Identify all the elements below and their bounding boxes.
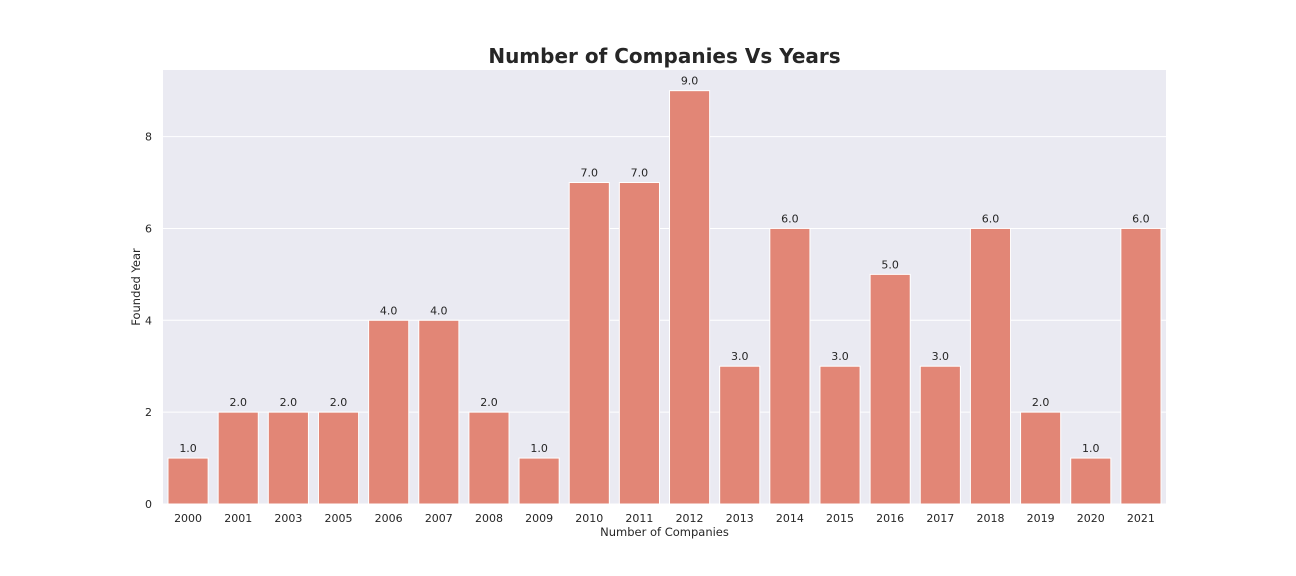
data-label-2003: 2.0 xyxy=(280,396,298,409)
data-label-2020: 1.0 xyxy=(1082,442,1100,455)
x-tick-label: 2021 xyxy=(1127,512,1155,525)
x-tick-label: 2017 xyxy=(926,512,954,525)
bar-2020 xyxy=(1070,457,1112,505)
y-tick-label: 6 xyxy=(145,222,152,235)
chart-title: Number of Companies Vs Years xyxy=(488,44,840,68)
x-tick-label: 2019 xyxy=(1027,512,1055,525)
x-tick-label: 2014 xyxy=(776,512,804,525)
y-tick-label: 2 xyxy=(145,406,152,419)
x-tick-label: 2012 xyxy=(676,512,704,525)
bar-2007 xyxy=(418,319,460,505)
x-tick-label: 2007 xyxy=(425,512,453,525)
bar-2001 xyxy=(217,411,259,505)
x-tick-label: 2005 xyxy=(325,512,353,525)
data-label-2007: 4.0 xyxy=(430,304,448,317)
bar-2015 xyxy=(819,365,861,505)
x-tick-label: 2006 xyxy=(375,512,403,525)
bar-2019 xyxy=(1020,411,1062,505)
x-tick-label: 2001 xyxy=(224,512,252,525)
data-label-2000: 1.0 xyxy=(179,442,197,455)
x-tick-label: 2008 xyxy=(475,512,503,525)
data-label-2008: 2.0 xyxy=(480,396,498,409)
bar-2018 xyxy=(969,227,1012,505)
data-label-2014: 6.0 xyxy=(781,212,799,225)
plot-area xyxy=(163,70,1166,504)
x-tick-label: 2010 xyxy=(575,512,603,525)
bar-2021 xyxy=(1120,227,1162,505)
data-label-2018: 6.0 xyxy=(982,212,1000,225)
data-label-2005: 2.0 xyxy=(330,396,348,409)
y-tick-labels: 0 2 4 6 8 xyxy=(145,131,152,511)
x-tick-label: 2011 xyxy=(625,512,653,525)
x-tick-label: 2009 xyxy=(525,512,553,525)
bar-2003 xyxy=(267,411,309,505)
bar-2017 xyxy=(919,365,961,505)
x-tick-label: 2003 xyxy=(274,512,302,525)
x-tick-label: 2013 xyxy=(726,512,754,525)
bar-2008 xyxy=(468,411,510,505)
x-axis-label: Number of Companies xyxy=(600,525,729,539)
data-label-2001: 2.0 xyxy=(229,396,247,409)
x-tick-label: 2015 xyxy=(826,512,854,525)
bar-2009 xyxy=(518,457,560,505)
data-label-2015: 3.0 xyxy=(831,350,849,363)
x-tick-labels: 2000 2001 2003 2005 2006 2007 2008 2009 2010 2011… xyxy=(174,512,1155,525)
y-tick-label: 4 xyxy=(145,314,152,327)
bar-2000 xyxy=(167,457,209,505)
x-tick-label: 2018 xyxy=(976,512,1004,525)
x-tick-label: 2020 xyxy=(1077,512,1105,525)
data-label-2021: 6.0 xyxy=(1132,212,1150,225)
data-label-2009: 1.0 xyxy=(530,442,548,455)
y-tick-label: 8 xyxy=(145,131,152,144)
data-label-2010: 7.0 xyxy=(581,167,599,180)
data-label-2011: 7.0 xyxy=(631,167,649,180)
bar-2006 xyxy=(368,319,410,505)
data-label-2016: 5.0 xyxy=(881,258,899,271)
data-labels: 1.0 2.0 2.0 2.0 4.0 4.0 2.0 1.0 7.0 7.0 9.0 3.0 6.0 3… xyxy=(179,75,1149,455)
bar-2016 xyxy=(869,273,911,505)
bars xyxy=(167,90,1162,505)
x-tick-label: 2000 xyxy=(174,512,202,525)
bar-2010 xyxy=(568,182,610,505)
bar-2013 xyxy=(719,365,761,505)
bar-2005 xyxy=(317,411,360,505)
bar-2011 xyxy=(618,182,660,505)
bar-2012 xyxy=(669,90,711,505)
y-axis-label: Founded Year xyxy=(129,248,143,326)
data-label-2019: 2.0 xyxy=(1032,396,1050,409)
bar-2014 xyxy=(769,227,811,505)
data-label-2012: 9.0 xyxy=(681,75,699,88)
data-label-2006: 4.0 xyxy=(380,304,398,317)
y-tick-label: 0 xyxy=(145,498,152,511)
data-label-2017: 3.0 xyxy=(932,350,950,363)
x-tick-label: 2016 xyxy=(876,512,904,525)
data-label-2013: 3.0 xyxy=(731,350,749,363)
